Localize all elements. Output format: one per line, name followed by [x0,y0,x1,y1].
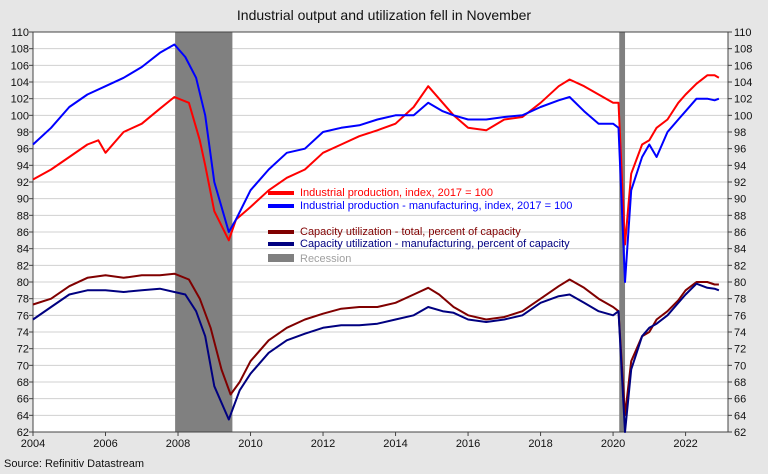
y-tick-label-left: 94 [17,160,29,172]
x-tick-label: 2020 [601,438,625,450]
x-tick-label: 2010 [238,438,262,450]
y-tick-label-left: 66 [17,394,29,406]
x-tick-label: 2022 [673,438,697,450]
x-tick-label: 2004 [21,438,45,450]
y-tick-label-right: 96 [734,144,746,156]
y-tick-label-left: 74 [17,327,29,339]
legend-label-recession: Recession [300,253,351,265]
y-tick-label-left: 88 [17,210,29,222]
x-tick-label: 2016 [456,438,480,450]
y-tick-label-right: 86 [734,227,746,239]
y-tick-label-right: 94 [734,160,746,172]
y-tick-label-right: 108 [734,44,752,56]
legend-swatch-4 [268,242,294,246]
y-tick-label-right: 90 [734,194,746,206]
y-tick-label-left: 78 [17,294,29,306]
y-tick-label-left: 68 [17,377,29,389]
y-tick-label-left: 76 [17,310,29,322]
y-tick-label-right: 64 [734,410,746,422]
x-tick-label: 2014 [383,438,407,450]
recession-band [175,32,233,432]
series-line-2 [32,43,720,283]
legend-label-2: Industrial production - manufacturing, i… [300,200,572,212]
y-tick-label-right: 84 [734,244,746,256]
y-tick-label-right: 62 [734,427,746,439]
y-tick-label-right: 80 [734,277,746,289]
series-line-3 [32,272,719,417]
legend-swatch-2 [268,204,294,208]
y-tick-label-right: 82 [734,260,746,272]
y-tick-label-right: 102 [734,94,752,106]
y-tick-label-left: 108 [11,44,29,56]
legend-swatch-3 [268,230,294,234]
y-tick-label-right: 88 [734,210,746,222]
y-tick-label-left: 84 [17,244,29,256]
series-line-1 [32,74,720,246]
y-tick-label-left: 62 [17,427,29,439]
y-tick-label-right: 74 [734,327,746,339]
y-tick-label-right: 72 [734,344,746,356]
y-tick-label-right: 110 [734,27,752,39]
legend-swatch-1 [268,191,294,195]
y-tick-label-left: 110 [11,27,29,39]
y-tick-label-left: 96 [17,144,29,156]
y-tick-label-right: 92 [734,177,746,189]
y-tick-label-left: 72 [17,344,29,356]
legend-label-4: Capacity utilization - manufacturing, pe… [300,238,570,250]
source-note: Source: Refinitiv Datastream [4,458,144,470]
x-tick-label: 2018 [528,438,552,450]
series-line-4 [32,282,720,433]
legend: Industrial production, index, 2017 = 100… [268,187,572,265]
y-tick-label-right: 70 [734,360,746,372]
y-tick-label-left: 86 [17,227,29,239]
y-tick-label-right: 66 [734,394,746,406]
y-tick-label-left: 106 [11,60,29,72]
y-tick-label-left: 102 [11,94,29,106]
x-tick-label: 2008 [166,438,190,450]
plot-area: 62 62 64 64 66 66 68 68 70 70 72 72 74 74 76 76 78 78 80 80… [11,27,753,450]
y-tick-label-left: 70 [17,360,29,372]
legend-label-3: Capacity utilization - total, percent of… [300,226,521,238]
y-tick-label-right: 98 [734,127,746,139]
y-tick-label-right: 104 [734,77,752,89]
y-tick-label-right: 106 [734,60,752,72]
y-tick-label-right: 78 [734,294,746,306]
y-tick-label-left: 98 [17,127,29,139]
x-tick-label: 2006 [93,438,117,450]
y-tick-label-right: 100 [734,110,752,122]
y-tick-label-left: 90 [17,194,29,206]
y-tick-label-left: 104 [11,77,29,89]
y-tick-label-left: 64 [17,410,29,422]
y-tick-label-right: 68 [734,377,746,389]
y-tick-label-left: 80 [17,277,29,289]
y-tick-label-left: 92 [17,177,29,189]
legend-swatch-recession [268,254,294,262]
x-tick-label: 2012 [311,438,335,450]
y-tick-label-left: 82 [17,260,29,272]
chart-title: Industrial output and utilization fell i… [237,7,532,23]
legend-label-1: Industrial production, index, 2017 = 100 [300,187,493,199]
y-tick-label-left: 100 [11,110,29,122]
y-tick-label-right: 76 [734,310,746,322]
